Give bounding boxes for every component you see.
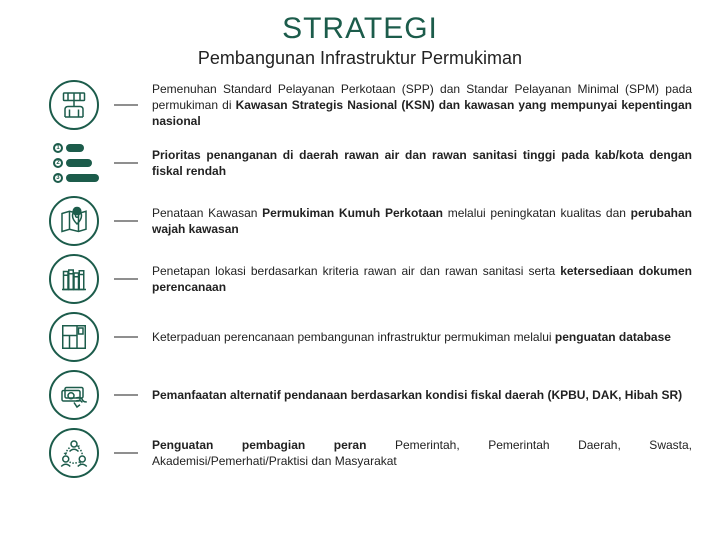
stakeholders-icon xyxy=(48,427,100,479)
strategy-row: 123 Prioritas penanganan di daerah rawan … xyxy=(48,137,692,189)
connector-line xyxy=(114,394,138,396)
strategy-text: Pemenuhan Standard Pelayanan Perkotaan (… xyxy=(152,81,692,130)
connector-line xyxy=(114,278,138,280)
slide-subtitle: Pembangunan Infrastruktur Permukiman xyxy=(28,48,692,69)
connector-line xyxy=(114,220,138,222)
slide: STRATEGI Pembangunan Infrastruktur Permu… xyxy=(0,0,720,540)
blueprint-icon xyxy=(48,311,100,363)
strategy-row: Penataan Kawasan Permukiman Kumuh Perkot… xyxy=(48,195,692,247)
connector-line xyxy=(114,452,138,454)
strategy-row: Penguatan pembagian peran Pemerintah, Pe… xyxy=(48,427,692,479)
priorities-icon: 123 xyxy=(48,137,100,189)
strategy-text: Penetapan lokasi berdasarkan kriteria ra… xyxy=(152,263,692,295)
strategy-row: Pemanfaatan alternatif pendanaan berdasa… xyxy=(48,369,692,421)
books-icon xyxy=(48,253,100,305)
connector-line xyxy=(114,162,138,164)
connector-line xyxy=(114,336,138,338)
strategy-row: Pemenuhan Standard Pelayanan Perkotaan (… xyxy=(48,79,692,131)
strategy-text: Penataan Kawasan Permukiman Kumuh Perkot… xyxy=(152,205,692,237)
strategy-row: Penetapan lokasi berdasarkan kriteria ra… xyxy=(48,253,692,305)
slide-title: STRATEGI xyxy=(28,12,692,46)
strategy-list: Pemenuhan Standard Pelayanan Perkotaan (… xyxy=(48,79,692,479)
strategy-text: Keterpaduan perencanaan pembangunan infr… xyxy=(152,329,692,345)
strategy-text: Penguatan pembagian peran Pemerintah, Pe… xyxy=(152,437,692,469)
money-icon xyxy=(48,369,100,421)
connector-line xyxy=(114,104,138,106)
strategy-text: Prioritas penanganan di daerah rawan air… xyxy=(152,147,692,179)
map-pin-icon xyxy=(48,195,100,247)
strategy-text: Pemanfaatan alternatif pendanaan berdasa… xyxy=(152,387,692,403)
strategy-row: Keterpaduan perencanaan pembangunan infr… xyxy=(48,311,692,363)
building-plan-icon xyxy=(48,79,100,131)
